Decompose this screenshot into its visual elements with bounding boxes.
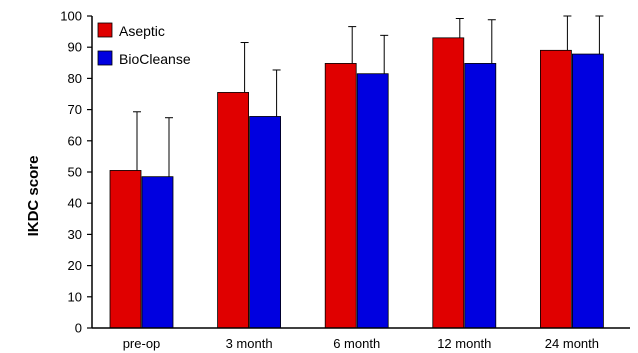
- bar-aseptic-24-month: [540, 49, 572, 329]
- x-tick-label: 3 month: [226, 336, 273, 351]
- y-tick-label: 50: [68, 165, 82, 180]
- x-tick-label: pre-op: [123, 336, 161, 351]
- bar-biocleanse-12-month: [464, 63, 497, 329]
- bar-aseptic-pre-op: [109, 170, 142, 329]
- y-tick-label: 100: [60, 9, 82, 24]
- y-tick-label: 40: [68, 196, 82, 211]
- legend-label-biocleanse: BioCleanse: [119, 51, 191, 67]
- legend-swatch-biocleanse: [97, 50, 113, 66]
- legend: Aseptic BioCleanse: [97, 22, 191, 67]
- y-tick-label: 0: [75, 321, 82, 336]
- y-axis-title: IKDC score: [25, 156, 42, 237]
- bar-biocleanse-24-month: [572, 53, 604, 329]
- legend-swatch-aseptic: [97, 22, 113, 38]
- bar-biocleanse-6-month: [356, 73, 389, 329]
- x-axis-labels: pre-op 3 month 6 month 12 month 24 month: [123, 336, 599, 351]
- y-tick-label: 30: [68, 227, 82, 242]
- y-tick-label: 10: [68, 289, 82, 304]
- x-tick-label: 24 month: [545, 336, 599, 351]
- bar-biocleanse-pre-op: [141, 176, 174, 329]
- y-tick-label: 80: [68, 71, 82, 86]
- y-tick-label: 20: [68, 258, 82, 273]
- y-tick-label: 90: [68, 40, 82, 55]
- bar-biocleanse-3-month: [249, 116, 282, 329]
- x-tick-label: 12 month: [437, 336, 491, 351]
- bar-aseptic-6-month: [324, 63, 357, 329]
- legend-label-aseptic: Aseptic: [119, 23, 165, 39]
- bar-aseptic-3-month: [217, 92, 250, 329]
- bar-aseptic-12-month: [432, 37, 465, 329]
- y-tick-label: 70: [68, 102, 82, 117]
- y-tick-label: 60: [68, 133, 82, 148]
- x-tick-label: 6 month: [333, 336, 380, 351]
- bars: [109, 37, 604, 329]
- error-bars: [133, 15, 604, 177]
- y-axis-ticks: 0 10 20 30 40 50 60 70 80 90 100: [60, 9, 92, 336]
